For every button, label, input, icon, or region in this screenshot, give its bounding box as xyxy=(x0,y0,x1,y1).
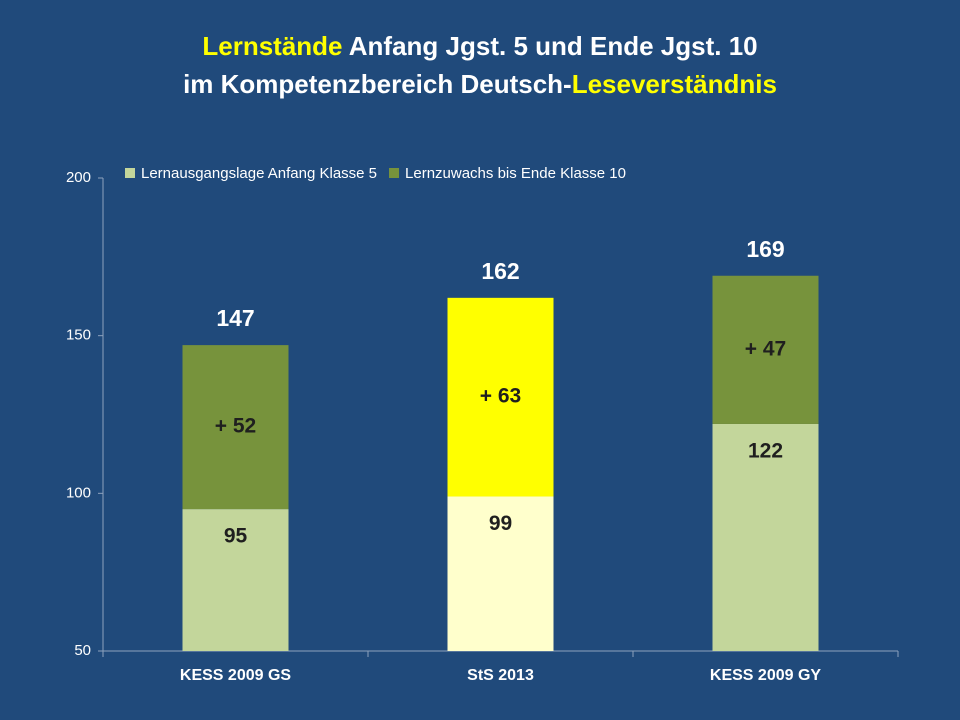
x-tick-label: KESS 2009 GY xyxy=(710,667,822,684)
title-segment: Anfang Jgst. 5 und Ende Jgst. 10 xyxy=(343,31,758,61)
total-label: 162 xyxy=(481,258,519,284)
bar-segment xyxy=(447,297,554,497)
title-segment: im Kompetenzbereich Deutsch- xyxy=(183,69,572,99)
chart-title: im Kompetenzbereich Deutsch-Leseverständ… xyxy=(183,69,777,99)
data-label: 95 xyxy=(224,525,248,548)
bar-segment xyxy=(182,509,289,651)
bar-segment xyxy=(712,275,819,424)
x-tick-label: StS 2013 xyxy=(467,667,534,684)
bar-segment xyxy=(447,496,554,651)
data-label: 122 xyxy=(748,440,783,463)
total-label: 147 xyxy=(216,305,254,331)
title-segment: Lernstände xyxy=(202,31,342,61)
data-label: + 63 xyxy=(480,385,521,408)
legend-label: Lernausgangslage Anfang Klasse 5 xyxy=(141,165,377,182)
total-label: 169 xyxy=(746,236,784,262)
data-label: + 52 xyxy=(215,415,256,438)
bar-segment xyxy=(182,345,289,510)
data-label: 99 xyxy=(489,512,512,535)
legend-swatch xyxy=(125,168,135,178)
legend-label: Lernzuwachs bis Ende Klasse 10 xyxy=(405,165,626,182)
data-label: + 47 xyxy=(745,337,786,360)
y-tick-label: 100 xyxy=(66,484,91,501)
y-tick-label: 150 xyxy=(66,327,91,344)
x-tick-label: KESS 2009 GS xyxy=(180,667,292,684)
bar-segment xyxy=(712,423,819,651)
legend-swatch xyxy=(389,168,400,178)
chart-title: Lernstände Anfang Jgst. 5 und Ende Jgst.… xyxy=(202,31,757,61)
y-tick-label: 200 xyxy=(66,169,91,186)
title-segment: Leseverständnis xyxy=(572,69,777,99)
y-tick-label: 50 xyxy=(74,642,91,659)
